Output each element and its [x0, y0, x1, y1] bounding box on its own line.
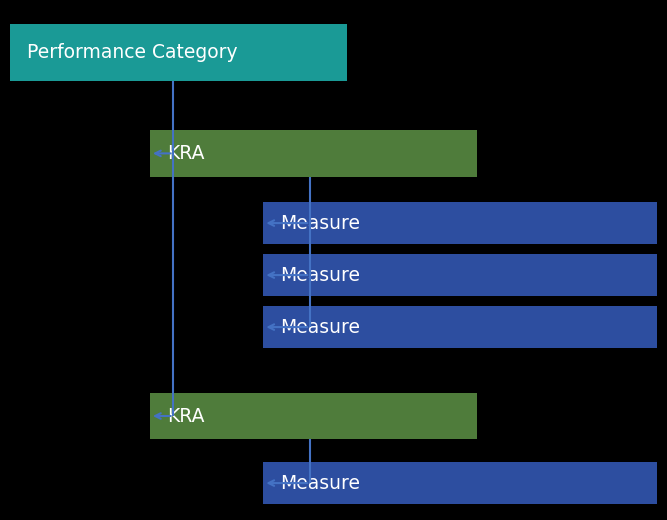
- FancyBboxPatch shape: [150, 130, 477, 177]
- FancyBboxPatch shape: [150, 393, 477, 439]
- Text: Performance Category: Performance Category: [27, 43, 237, 62]
- FancyBboxPatch shape: [263, 202, 657, 244]
- Text: Measure: Measure: [280, 318, 360, 336]
- Text: KRA: KRA: [167, 407, 204, 425]
- Text: Measure: Measure: [280, 214, 360, 232]
- FancyBboxPatch shape: [263, 306, 657, 348]
- FancyBboxPatch shape: [10, 24, 347, 81]
- Text: Measure: Measure: [280, 266, 360, 284]
- Text: Measure: Measure: [280, 474, 360, 492]
- FancyBboxPatch shape: [263, 462, 657, 504]
- Text: KRA: KRA: [167, 144, 204, 163]
- FancyBboxPatch shape: [263, 254, 657, 296]
